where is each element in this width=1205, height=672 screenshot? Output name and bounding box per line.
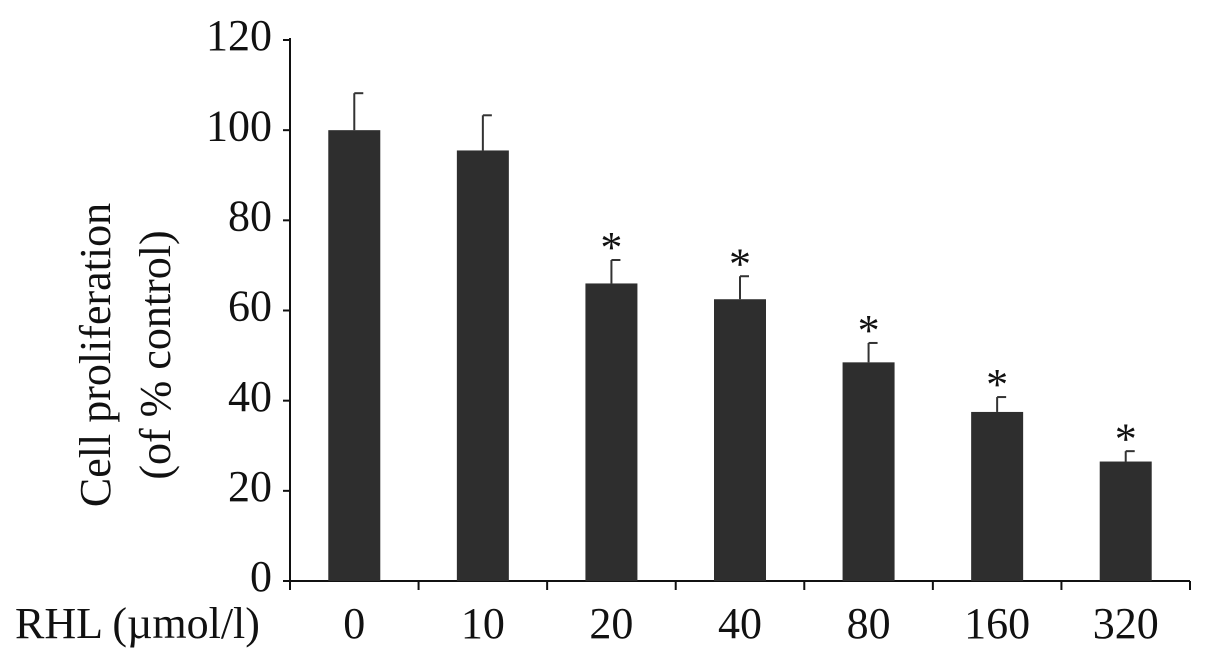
y-axis-label-line: Cell proliferation <box>71 203 120 507</box>
bar <box>1099 461 1152 581</box>
bar <box>842 362 895 581</box>
significance-mark: * <box>600 223 622 272</box>
bar <box>456 150 509 581</box>
significance-mark: * <box>1115 414 1137 463</box>
y-axis-label: Cell proliferation (of % control) <box>71 203 180 507</box>
bar <box>971 411 1024 581</box>
significance-mark: * <box>986 360 1008 409</box>
x-tick-label: 40 <box>718 599 762 648</box>
x-tick-label: 0 <box>343 599 365 648</box>
significance-mark: * <box>858 306 880 355</box>
y-tick-label: 100 <box>206 101 272 150</box>
y-tick-label: 60 <box>228 282 272 331</box>
x-tick-label: 160 <box>964 599 1030 648</box>
x-tick-label: 10 <box>461 599 505 648</box>
x-tick-label: 80 <box>847 599 891 648</box>
x-axis-label: RHL (µmol/l) <box>15 599 260 648</box>
y-tick-label: 20 <box>228 462 272 511</box>
y-axis-label-line: (of % control) <box>131 230 180 479</box>
significance-mark: * <box>729 239 751 288</box>
x-tick-label: 20 <box>589 599 633 648</box>
y-tick-label: 0 <box>250 552 272 601</box>
y-tick-label: 40 <box>228 372 272 421</box>
y-tick-label: 80 <box>228 191 272 240</box>
bar <box>714 299 766 581</box>
bar <box>328 130 381 581</box>
x-tick-label: 320 <box>1093 599 1159 648</box>
y-tick-label: 120 <box>206 11 272 60</box>
bar <box>585 283 638 581</box>
